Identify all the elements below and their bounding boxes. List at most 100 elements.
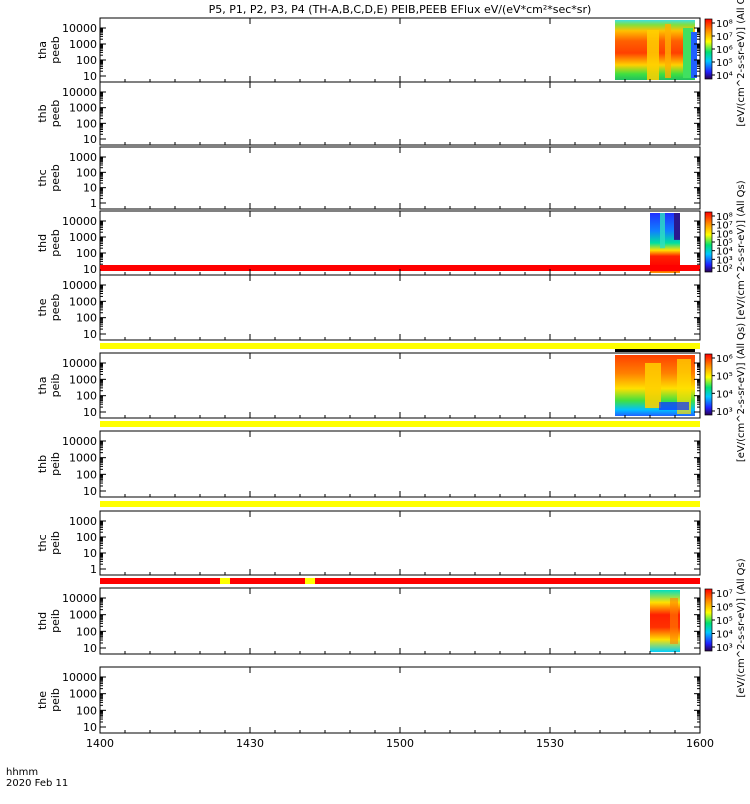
colorbar-tick-label: 10⁴ (716, 71, 733, 82)
panel-the-peeb: 10 100 1000 10000 the peeb (36, 265, 701, 341)
spectrogram-streak (670, 598, 678, 644)
panel-label: thc (36, 534, 49, 551)
spectrogram-edge (691, 32, 697, 78)
panel-label: peeb (49, 164, 62, 192)
colorbar-tick-label: 10⁶ (716, 354, 733, 365)
y-tick-label: 100 (76, 117, 97, 130)
panel-label: the (36, 298, 49, 316)
spectrogram-edge (683, 28, 693, 78)
panel-thc-peeb: 1 10 100 1000 thc peeb (36, 146, 701, 210)
y-tick-label: 10000 (62, 279, 97, 292)
y-tick-label: 1000 (69, 38, 97, 51)
status-bar (100, 501, 700, 507)
y-tick-label: 100 (76, 312, 97, 325)
spectrogram (615, 349, 695, 416)
panel-label: peib (49, 374, 62, 398)
colorbar: 10⁶ 10⁵ 10⁴ 10³ [eV/(cm^2-s-sr-eV)] (All Qs) (704, 323, 747, 462)
colorbar-tick-label: 10⁷ (716, 32, 733, 43)
panel-frame (99, 510, 701, 576)
panel-label: tha (36, 41, 49, 59)
panel-frame (99, 587, 701, 655)
panel-frame (99, 146, 701, 210)
y-tick-label: 100 (76, 531, 97, 544)
colorbar-tick-label: 10³ (716, 407, 733, 418)
colorbar-label: [eV/(cm^2-s-sr-eV)] (All Qs) (736, 323, 747, 462)
panel-label: peeb (49, 294, 62, 322)
status-bar (100, 343, 700, 349)
colorbar-label: [eV/(cm^2-s-sr-eV)] (All Qs) (736, 0, 747, 127)
y-tick-label: 10 (83, 328, 97, 341)
panel-frame (99, 430, 701, 498)
colorbar-tick-label: 10⁷ (716, 589, 733, 600)
colorbar-tick-label: 10³ (716, 643, 733, 654)
y-tick-label: 100 (76, 625, 97, 638)
panel-label: peib (49, 452, 62, 476)
y-tick-label: 1 (90, 197, 97, 210)
status-mark (220, 578, 230, 584)
y-tick-label: 10000 (62, 592, 97, 605)
colorbar-tick-label: 10⁵ (716, 238, 733, 249)
x-tick-label: 1500 (386, 737, 414, 750)
y-tick-label: 10000 (62, 86, 97, 99)
status-bar (100, 265, 700, 271)
spectrogram-edge (677, 359, 691, 414)
y-tick-label: 1000 (69, 295, 97, 308)
y-tick-label: 10000 (62, 22, 97, 35)
y-tick-label: 100 (76, 390, 97, 403)
colorbar-label: [eV/(cm^2-s-sr-eV)] (All Qs) (736, 180, 747, 319)
panel-label: thb (36, 104, 49, 122)
colorbar-tick-label: 10⁶ (716, 45, 733, 56)
x-axis: 1400 1430 1500 1530 1600 (86, 18, 714, 750)
panel-tha-peib: 10 100 1000 10000 tha peib 10⁶ 10⁵ 10⁴ 10³ [eV/(cm… (36, 323, 747, 462)
y-tick-label: 100 (76, 704, 97, 717)
y-tick-label: 10 (83, 406, 97, 419)
colorbar-tick-label: 10⁶ (716, 229, 733, 240)
y-tick-label: 1000 (69, 102, 97, 115)
y-tick-label: 10 (83, 133, 97, 146)
y-tick-label: 1000 (69, 452, 97, 465)
colorbar-label: [eV/(cm^2-s-sr-eV)] (All Qs) (736, 558, 747, 697)
panel-thd-peib: 10 100 1000 10000 thd peib 10⁷ 10⁶ 10⁵ 10⁴ 10³ [eV/… (36, 558, 747, 697)
y-tick-label: 10000 (62, 357, 97, 370)
spectrogram-header (615, 349, 695, 352)
panel-label: peeb (49, 229, 62, 257)
y-tick-label: 10 (83, 721, 97, 734)
y-tick-label: 100 (76, 247, 97, 260)
y-tick-label: 10000 (62, 215, 97, 228)
spectrogram-streak (660, 213, 665, 249)
y-tick-label: 10 (83, 182, 97, 195)
spectrogram-sparse (674, 213, 680, 240)
date-label: 2020 Feb 11 (6, 778, 68, 789)
y-tick-label: 1000 (69, 231, 97, 244)
panel-frame (99, 666, 701, 734)
panel-the-peib: 10 100 1000 10000 the peib (36, 666, 701, 734)
y-tick-label: 1000 (69, 688, 97, 701)
status-mark (305, 578, 315, 584)
colorbar-tick-label: 10⁴ (716, 630, 733, 641)
panel-thb-peeb: 10 100 1000 10000 thb peeb (36, 81, 701, 146)
x-tick-label: 1400 (86, 737, 114, 750)
spectrogram (650, 590, 680, 652)
y-tick-label: 1000 (69, 515, 97, 528)
time-axis-label: hhmm (6, 767, 38, 778)
colorbar-tick-label: 10⁸ (716, 19, 733, 30)
panel-label: the (36, 691, 49, 709)
panel-label: thd (36, 234, 49, 252)
status-bar (100, 421, 700, 427)
colorbar-tick-label: 10⁴ (716, 389, 733, 400)
panel-label: thd (36, 612, 49, 630)
colorbar-tick-label: 10⁵ (716, 616, 733, 627)
colorbar-tick-label: 10⁵ (716, 372, 733, 383)
colorbar-tick-label: 10⁶ (716, 603, 733, 614)
panel-label: thc (36, 169, 49, 186)
colorbar: 10⁷ 10⁶ 10⁵ 10⁴ 10³ [eV/(cm^2-s-sr-eV)] (All … (704, 558, 747, 698)
x-tick-label: 1430 (236, 737, 264, 750)
y-tick-label: 10 (83, 485, 97, 498)
panel-frame (99, 17, 701, 83)
spectrogram-streak (647, 30, 659, 80)
y-tick-label: 1000 (69, 373, 97, 386)
y-tick-label: 10000 (62, 435, 97, 448)
